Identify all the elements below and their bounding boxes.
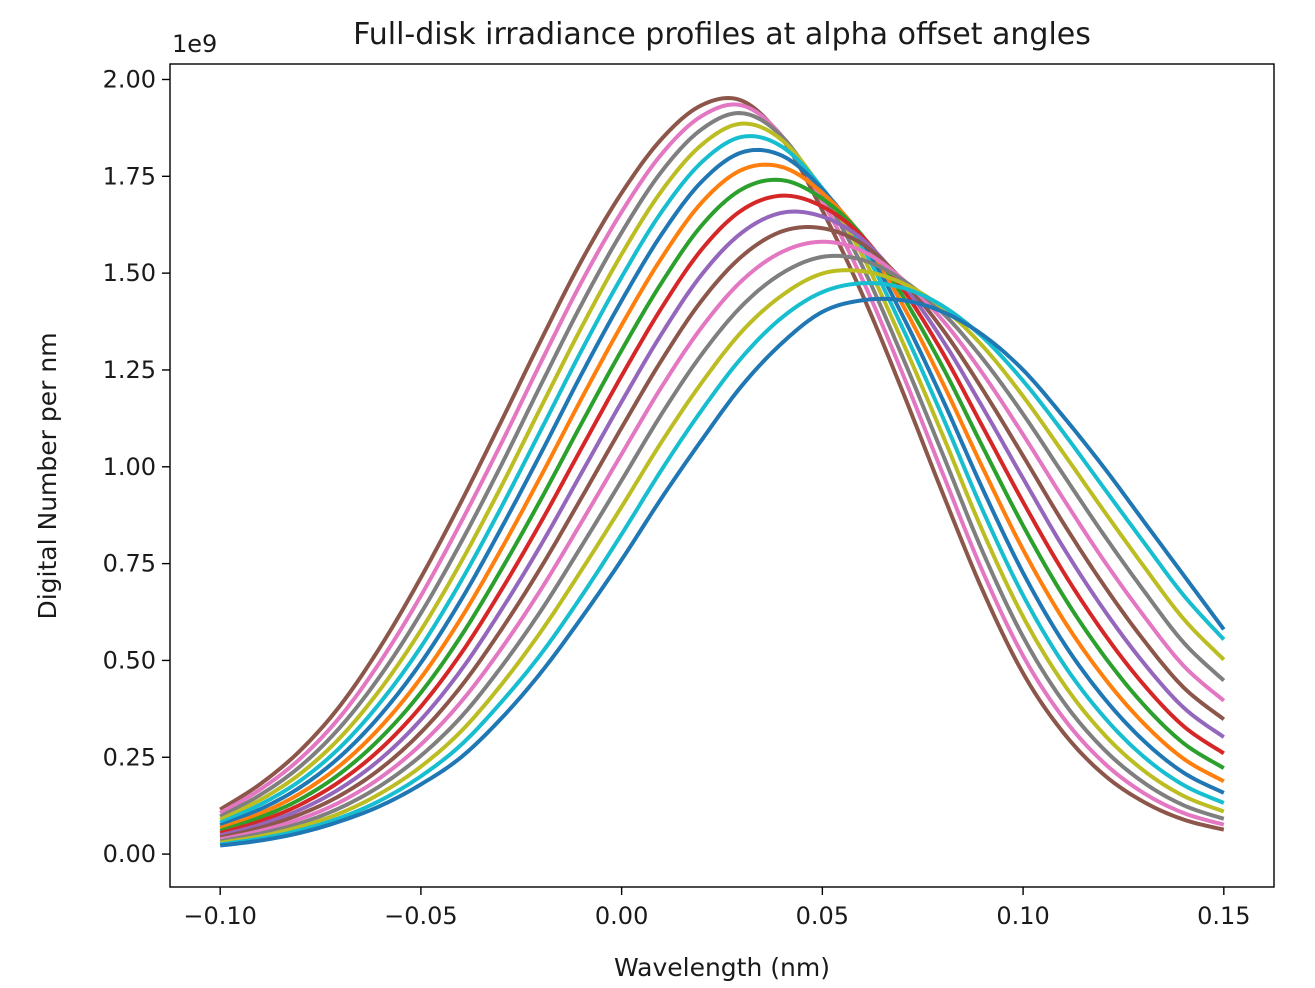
series-line-8 [219,193,1225,836]
x-tick-label: 0.00 [595,902,648,930]
x-tick-label: 0.05 [796,902,849,930]
series-line-15 [219,102,1225,827]
plot-frame [169,63,1275,888]
x-axis-label: Wavelength (nm) [614,953,830,982]
chart-title: Full-disk irradiance profiles at alpha o… [353,17,1091,52]
y-tick-label: 0.25 [103,743,156,771]
series-line-11 [219,147,1225,828]
series-line-7 [219,209,1225,838]
series-line-3 [219,268,1226,845]
x-tick-label: −0.10 [183,902,257,930]
series-line-16 [219,96,1225,832]
series-line-9 [219,177,1225,833]
x-tick-label: −0.05 [384,902,458,930]
x-tick-label: 0.10 [996,902,1049,930]
series-line-2 [219,281,1226,847]
series-line-1 [219,296,1226,848]
y-tick-label: 2.00 [103,65,156,93]
y-tick-label: 1.75 [103,162,156,190]
series-line-5 [219,239,1226,842]
y-tick-label: 0.75 [103,550,156,578]
series-line-4 [219,253,1226,844]
y-tick-label: 1.25 [103,356,156,384]
series-line-10 [219,162,1225,831]
series-line-6 [219,225,1226,840]
x-tick-label: 0.15 [1197,902,1250,930]
y-tick-label: 0.00 [103,840,156,868]
y-tick-label: 1.00 [103,453,156,481]
series-line-14 [219,111,1225,821]
series-line-12 [219,134,1225,825]
y-axis-label: Digital Number per nm [33,332,62,619]
y-tick-label: 1.50 [103,259,156,287]
plot-area [219,96,1226,848]
y-tick-label: 0.50 [103,646,156,674]
y-axis-scale-factor: 1e9 [172,30,217,58]
series-line-13 [219,121,1225,822]
axes: −0.10 −0.05 0.00 0.05 0.10 0.15 0.00 0.25 0.50 0.… [103,65,1251,930]
